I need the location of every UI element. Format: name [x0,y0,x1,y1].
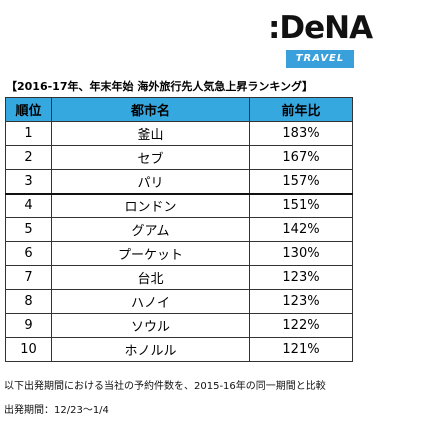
comparison-note: 以下出発期間における当社の予約件数を、2015-16年の同一期間と比較 [4,381,326,392]
city-cell: 釜山 [51,121,250,146]
table-row: 10 ホノルル 121% [5,337,353,362]
logo-travel-badge: TRAVEL [286,50,354,68]
table-row: 6 プーケット 130% [5,241,353,266]
city-cell: 台北 [51,265,250,290]
table-row: 1 釜山 183% [5,121,353,146]
city-cell: ロンドン [51,192,250,218]
rank-cell: 8 [5,289,52,314]
ranking-table: 順位 都市名 前年比 1 釜山 183% 2 セブ 167% 3 パリ 157% [5,97,353,362]
rank-cell: 3 [5,169,52,194]
logo-wordmark: :DeNA [268,10,373,46]
ratio-cell: 121% [249,337,353,362]
table-header-row: 順位 都市名 前年比 [5,97,353,122]
rank-cell: 2 [5,145,52,170]
city-cell: プーケット [51,241,250,266]
header-rank: 順位 [5,97,52,122]
city-cell: ハノイ [51,289,250,314]
rank-cell: 6 [5,241,52,266]
city-cell: パリ [51,169,250,194]
ratio-cell: 123% [249,289,353,314]
logo-badge-text: TRAVEL [295,53,345,64]
header-city: 都市名 [51,97,250,122]
header-ratio: 前年比 [249,97,353,122]
table-row: 2 セブ 167% [5,145,353,170]
ratio-cell: 123% [249,265,353,290]
table-row: 8 ハノイ 123% [5,289,353,314]
city-cell: セブ [51,145,250,170]
ratio-cell: 151% [249,192,353,218]
ratio-cell: 157% [249,169,353,194]
rank-cell: 9 [5,313,52,338]
rank-cell: 4 [5,192,52,218]
table-row: 9 ソウル 122% [5,313,353,338]
rank-cell: 10 [5,337,52,362]
ranking-heading: 【2016-17年、年末年始 海外旅行先人気急上昇ランキング】 [6,80,313,93]
ratio-cell: 183% [249,121,353,146]
table-row: 7 台北 123% [5,265,353,290]
departure-period-note: 出発期間：12/23〜1/4 [4,405,109,416]
rank-cell: 5 [5,217,52,242]
rank-cell: 1 [5,121,52,146]
ratio-cell: 122% [249,313,353,338]
city-cell: ソウル [51,313,250,338]
dena-travel-logo: :DeNA TRAVEL [266,10,373,70]
table-row: 3 パリ 157% [5,169,353,194]
table-row: 5 グアム 142% [5,217,353,242]
city-cell: グアム [51,217,250,242]
city-cell: ホノルル [51,337,250,362]
rank-cell: 7 [5,265,52,290]
table-row: 4 ロンドン 151% [5,192,353,218]
ratio-cell: 142% [249,217,353,242]
ratio-cell: 167% [249,145,353,170]
ratio-cell: 130% [249,241,353,266]
